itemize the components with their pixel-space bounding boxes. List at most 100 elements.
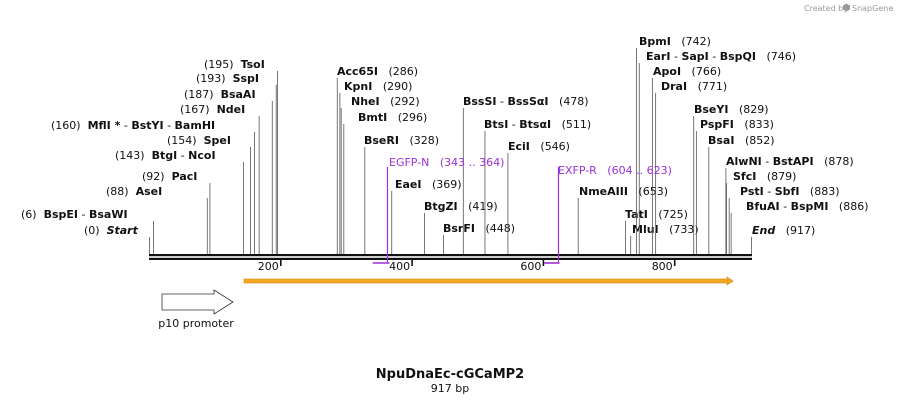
- site-label-sspi: (193) SspI: [196, 72, 259, 85]
- site-bpmi[interactable]: BpmI (742): [636, 35, 711, 254]
- features: p10 promoter: [158, 276, 734, 330]
- site-sfci[interactable]: SfcI (879): [726, 170, 797, 254]
- snapgene-brand: SnapGene: [852, 4, 893, 13]
- site-bsai[interactable]: BsaI (852): [708, 134, 775, 254]
- site-label-tati: TatI (725): [625, 208, 688, 221]
- site-label-paci: (92) PacI: [142, 170, 197, 183]
- site-label-bpmi: BpmI (742): [639, 35, 711, 48]
- site-label-btgzi: BtgZI (419): [424, 200, 498, 213]
- site-label-nmeaiii: NmeAIII (653): [579, 185, 668, 198]
- site-btsi[interactable]: BtsI - BtsαI (511): [484, 118, 591, 254]
- site-label-spei: (154) SpeI: [167, 134, 231, 147]
- site-bmti[interactable]: BmtI (296): [343, 111, 427, 254]
- site-label-alwni: AlwNI - BstAPI (878): [726, 155, 854, 168]
- site-btgzi[interactable]: BtgZI (419): [424, 200, 498, 254]
- site-label-bmti: BmtI (296): [358, 111, 427, 124]
- site-label-tsoi: (195) TsoI: [204, 58, 265, 71]
- site-apoi[interactable]: ApoI (766): [651, 65, 721, 254]
- site-label-bsaai: (187) BsaAI: [184, 88, 256, 101]
- site-mlui[interactable]: MluI (733): [630, 223, 699, 254]
- primer-label-exfp-r: EXFP-R (604 .. 623): [558, 164, 672, 177]
- site-nmeaiii[interactable]: NmeAIII (653): [577, 185, 668, 254]
- site-label-acc65i: Acc65I (286): [337, 65, 418, 78]
- site-label-bseri: BseRI (328): [364, 134, 439, 147]
- site-label-bfuai: BfuAI - BspMI (886): [746, 200, 869, 213]
- site-paci[interactable]: (92) PacI: [142, 170, 211, 254]
- site-label-asei: (88) AseI: [106, 185, 162, 198]
- site-label-bsai: BsaI (852): [708, 134, 775, 147]
- site-label-eaei: EaeI (369): [395, 178, 462, 191]
- site-label-btsi: BtsI - BtsαI (511): [484, 118, 591, 131]
- site-label-bspei: (6) BspEI - BsaWI: [21, 208, 128, 221]
- orf-feature[interactable]: [243, 276, 734, 286]
- site-asei[interactable]: (88) AseI: [106, 185, 208, 254]
- site-bsaai[interactable]: (187) BsaAI: [184, 88, 273, 254]
- orf-bar: [243, 278, 729, 284]
- construct-name: NpuDnaEc-cGCaMP2: [376, 367, 524, 382]
- site-start[interactable]: (0) Start: [84, 224, 150, 254]
- site-ndei[interactable]: (167) NdeI: [180, 103, 260, 254]
- site-label-drai: DraI (771): [661, 80, 727, 93]
- ruler-label-800: 800: [652, 260, 673, 273]
- site-acc65i[interactable]: Acc65I (286): [336, 65, 418, 254]
- construct-size: 917 bp: [431, 382, 469, 395]
- site-drai[interactable]: DraI (771): [655, 80, 728, 254]
- site-label-sfci: SfcI (879): [733, 170, 796, 183]
- site-label-btgi: (143) BtgI - NcoI: [115, 149, 216, 162]
- backbone-bottom-strand: [149, 257, 752, 260]
- backbone-top-strand: [149, 254, 752, 257]
- site-label-eari: EarI - SapI - BspQI (746): [646, 50, 796, 63]
- site-label-mlui: MluI (733): [632, 223, 699, 236]
- site-bsssi[interactable]: BssSI - BssSαI (478): [462, 95, 589, 254]
- site-label-ecii: EciI (546): [508, 140, 570, 153]
- site-label-nhei: NheI (292): [351, 95, 420, 108]
- site-ecii[interactable]: EciI (546): [507, 140, 570, 254]
- site-label-kpni: KpnI (290): [344, 80, 412, 93]
- site-mfli[interactable]: (160) MflI * - BstYI - BamHI: [51, 119, 255, 254]
- site-label-bsrfi: BsrFI (448): [443, 222, 515, 235]
- p10-promoter-label: p10 promoter: [158, 317, 234, 330]
- credit-text: Created by: [804, 4, 848, 13]
- primer-exfp-r[interactable]: EXFP-R (604 .. 623): [544, 164, 672, 264]
- site-btgi[interactable]: (143) BtgI - NcoI: [115, 149, 244, 254]
- site-bsrfi[interactable]: BsrFI (448): [443, 222, 515, 254]
- primers: EGFP-N (343 .. 364) EXFP-R (604 .. 623): [372, 156, 672, 264]
- site-tsoi[interactable]: (195) TsoI: [204, 58, 278, 254]
- site-label-end: End (917): [752, 224, 815, 237]
- primer-label-egfp-n: EGFP-N (343 .. 364): [389, 156, 504, 169]
- orf-arrowhead: [726, 276, 734, 286]
- site-label-pspfi: PspFI (833): [700, 118, 774, 131]
- site-label-bsssi: BssSI - BssSαI (478): [463, 95, 589, 108]
- site-psti[interactable]: PstI - SbfI (883): [728, 185, 840, 254]
- site-spei[interactable]: (154) SpeI: [167, 134, 251, 254]
- site-eari[interactable]: EarI - SapI - BspQI (746): [638, 50, 796, 254]
- ruler: 200 400 600 800: [258, 260, 676, 273]
- ruler-label-200: 200: [258, 260, 279, 273]
- snapgene-logo: SnapGene: [843, 3, 893, 13]
- site-label-bseyi: BseYI (829): [694, 103, 769, 116]
- site-bfuai[interactable]: BfuAI - BspMI (886): [730, 200, 869, 254]
- site-bseri[interactable]: BseRI (328): [364, 134, 439, 254]
- site-eaei[interactable]: EaeI (369): [391, 178, 462, 254]
- site-nhei[interactable]: NheI (292): [340, 95, 420, 254]
- ruler-label-600: 600: [520, 260, 541, 273]
- site-label-psti: PstI - SbfI (883): [740, 185, 840, 198]
- site-pspfi[interactable]: PspFI (833): [695, 118, 774, 254]
- primer-egfp-n[interactable]: EGFP-N (343 .. 364): [372, 156, 505, 264]
- p10-promoter-arrow: [161, 289, 234, 315]
- site-label-mfli: (160) MflI * - BstYI - BamHI: [51, 119, 215, 132]
- site-alwni[interactable]: AlwNI - BstAPI (878): [725, 155, 854, 254]
- site-kpni[interactable]: KpnI (290): [339, 80, 413, 254]
- site-label-ndei: (167) NdeI: [180, 103, 245, 116]
- restriction-sites: (0) Start (6) BspEI - BsaWI (88) AseI (92) …: [21, 35, 869, 254]
- site-bseyi[interactable]: BseYI (829): [693, 103, 769, 254]
- ruler-label-400: 400: [389, 260, 410, 273]
- site-sspi[interactable]: (193) SspI: [196, 72, 277, 254]
- p10-promoter-feature[interactable]: p10 promoter: [158, 289, 234, 330]
- site-label-start: (0) Start: [84, 224, 139, 237]
- site-end[interactable]: End (917): [751, 224, 816, 254]
- site-bspei[interactable]: (6) BspEI - BsaWI: [21, 208, 154, 254]
- site-label-apoi: ApoI (766): [653, 65, 721, 78]
- snapgene-logo-icon: [843, 3, 850, 12]
